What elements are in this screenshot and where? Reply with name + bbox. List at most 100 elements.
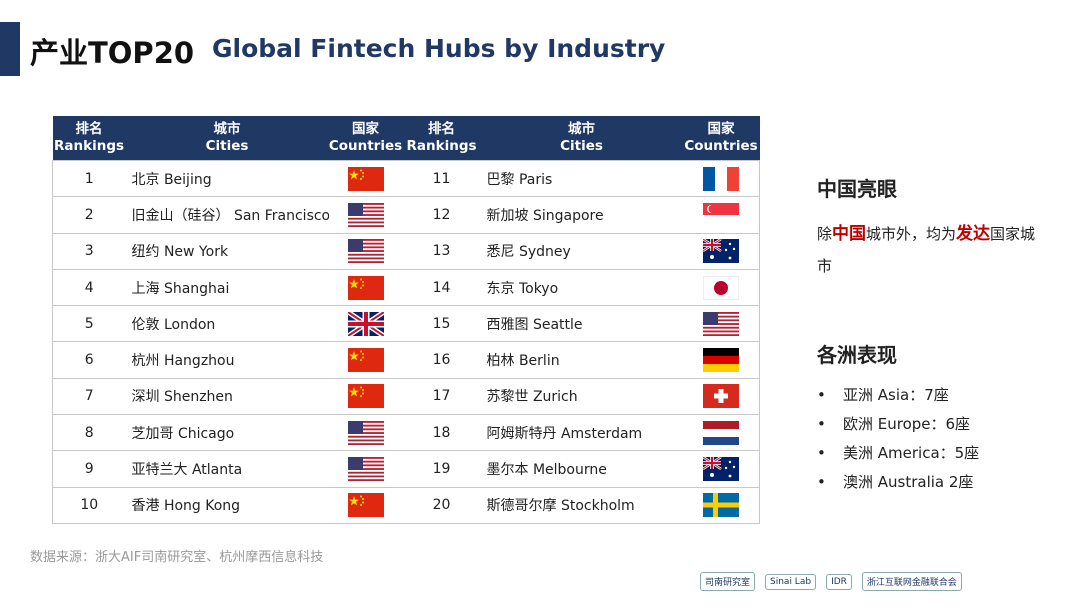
flag (348, 167, 384, 191)
table-row: 2 旧金山（硅谷） San Francisco 12 新加坡 Singapore (52, 196, 760, 234)
highlight-text: 除中国城市外，均为发达国家城市 (817, 218, 1037, 282)
highlight-part: 城市外，均为 (866, 225, 957, 243)
table-row: 9 亚特兰大 Atlanta 19 墨尔本 Melbourne (52, 450, 760, 488)
flag-cell (682, 341, 760, 379)
flag-cell (328, 486, 403, 524)
continent-item: 亚洲 Asia：7座 (817, 381, 979, 410)
flag (348, 276, 384, 300)
flag (703, 421, 739, 445)
rank: 8 (52, 414, 126, 451)
logo: Sinai Lab (765, 573, 817, 590)
city: 斯德哥尔摩 Stockholm (480, 486, 683, 524)
flag (348, 384, 384, 408)
table-row: 3 纽约 New York 13 悉尼 Sydney (52, 232, 760, 270)
city: 芝加哥 Chicago (125, 414, 329, 451)
continent-item: 欧洲 Europe：6座 (817, 410, 979, 439)
logo: 司南研究室 (700, 572, 756, 591)
header-row: 排名 Rankings 城市 Cities 国家 Countries 排名 Rankings 城… (52, 116, 760, 161)
city: 阿姆斯特丹 Amsterdam (480, 414, 683, 451)
flag-cell (328, 414, 403, 451)
source: 数据来源：浙大AIF司南研究室、杭州摩西信息科技 (30, 550, 324, 565)
flag (703, 167, 739, 191)
continent-list: 亚洲 Asia：7座欧洲 Europe：6座美洲 America：5座澳洲 Au… (817, 381, 979, 497)
rank: 2 (52, 196, 126, 234)
city: 香港 Hong Kong (125, 486, 329, 524)
flag (703, 203, 739, 227)
city: 墨尔本 Melbourne (480, 450, 683, 488)
column-header: 排名 Rankings (402, 116, 481, 161)
header-line: 排名 (428, 121, 455, 137)
flag (348, 203, 384, 227)
flag-cell (328, 305, 403, 342)
city: 纽约 New York (125, 232, 329, 270)
header-line: Cities (205, 138, 249, 154)
ranking-table: 排名 Rankings 城市 Cities 国家 Countries 排名 Rankings 城… (52, 116, 760, 524)
logo: IDR (826, 573, 852, 590)
flag-cell (328, 341, 403, 379)
highlight-part: 除 (817, 225, 833, 243)
city: 上海 Shanghai (125, 268, 329, 306)
city: 旧金山（硅谷） San Francisco (125, 196, 329, 234)
title: 产业TOP20 (30, 36, 195, 70)
flag-cell (328, 268, 403, 306)
rank: 3 (52, 232, 126, 270)
rank: 9 (52, 450, 126, 488)
flag-cell (682, 196, 760, 234)
flag (348, 457, 384, 481)
city: 亚特兰大 Atlanta (125, 450, 329, 488)
table-row: 6 杭州 Hangzhou 16 柏林 Berlin (52, 341, 760, 379)
logo: 浙江互联网金融联合会 (861, 572, 962, 591)
flag-cell (682, 414, 760, 451)
header-line: 国家 (707, 121, 735, 137)
flag-cell (682, 486, 760, 524)
continent-title: 各洲表现 (817, 343, 897, 367)
rank: 12 (402, 196, 481, 234)
column-header: 城市 Cities (125, 116, 329, 161)
city: 伦敦 London (125, 305, 329, 342)
flag (703, 276, 739, 300)
flag (703, 384, 739, 408)
rank: 10 (52, 486, 126, 524)
flag-cell (682, 232, 760, 270)
city: 杭州 Hangzhou (125, 341, 329, 379)
rank: 15 (402, 305, 481, 342)
rank: 19 (402, 450, 481, 488)
column-header: 城市 Cities (480, 116, 683, 161)
flag (703, 457, 739, 481)
highlight-title: 中国亮眼 (817, 177, 897, 201)
flag (703, 348, 739, 372)
city: 悉尼 Sydney (480, 232, 683, 270)
header-line: Rankings (406, 138, 477, 154)
city: 苏黎世 Zurich (480, 377, 683, 415)
rank: 14 (402, 268, 481, 306)
header-line: Cities (560, 138, 603, 154)
header-line: 城市 (568, 121, 595, 137)
continent-item: 美洲 America：5座 (817, 439, 979, 468)
rank: 16 (402, 341, 481, 379)
header-line: 国家 (352, 121, 379, 137)
flag-cell (328, 196, 403, 234)
flag-cell (328, 377, 403, 415)
city: 新加坡 Singapore (480, 196, 683, 234)
city: 西雅图 Seattle (480, 305, 683, 342)
flag (348, 348, 384, 372)
city: 东京 Tokyo (480, 268, 683, 306)
flag-cell (328, 159, 403, 197)
rank: 1 (52, 159, 126, 197)
rank: 18 (402, 414, 481, 451)
column-header: 排名 Rankings (52, 116, 126, 161)
subtitle: Global Fintech Hubs by Industry (212, 34, 666, 63)
flag-cell (328, 450, 403, 488)
flag (703, 493, 739, 517)
table-row: 8 芝加哥 Chicago 18 阿姆斯特丹 Amsterdam (52, 414, 760, 451)
flag (348, 312, 384, 336)
logos: 司南研究室 Sinai Lab IDR 浙江互联网金融联合会 (700, 572, 962, 591)
title-bar (0, 22, 20, 76)
flag-cell (682, 450, 760, 488)
table-row: 7 深圳 Shenzhen 17 苏黎世 Zurich (52, 377, 760, 415)
table-row: 5 伦敦 London 15 西雅图 Seattle (52, 305, 760, 342)
city: 深圳 Shenzhen (125, 377, 329, 415)
table-row: 10 香港 Hong Kong 20 斯德哥尔摩 Stockholm (52, 486, 760, 524)
table-body: 1 北京 Beijing 11 巴黎 Paris 2 旧金山（硅谷） San Franci… (52, 159, 760, 524)
